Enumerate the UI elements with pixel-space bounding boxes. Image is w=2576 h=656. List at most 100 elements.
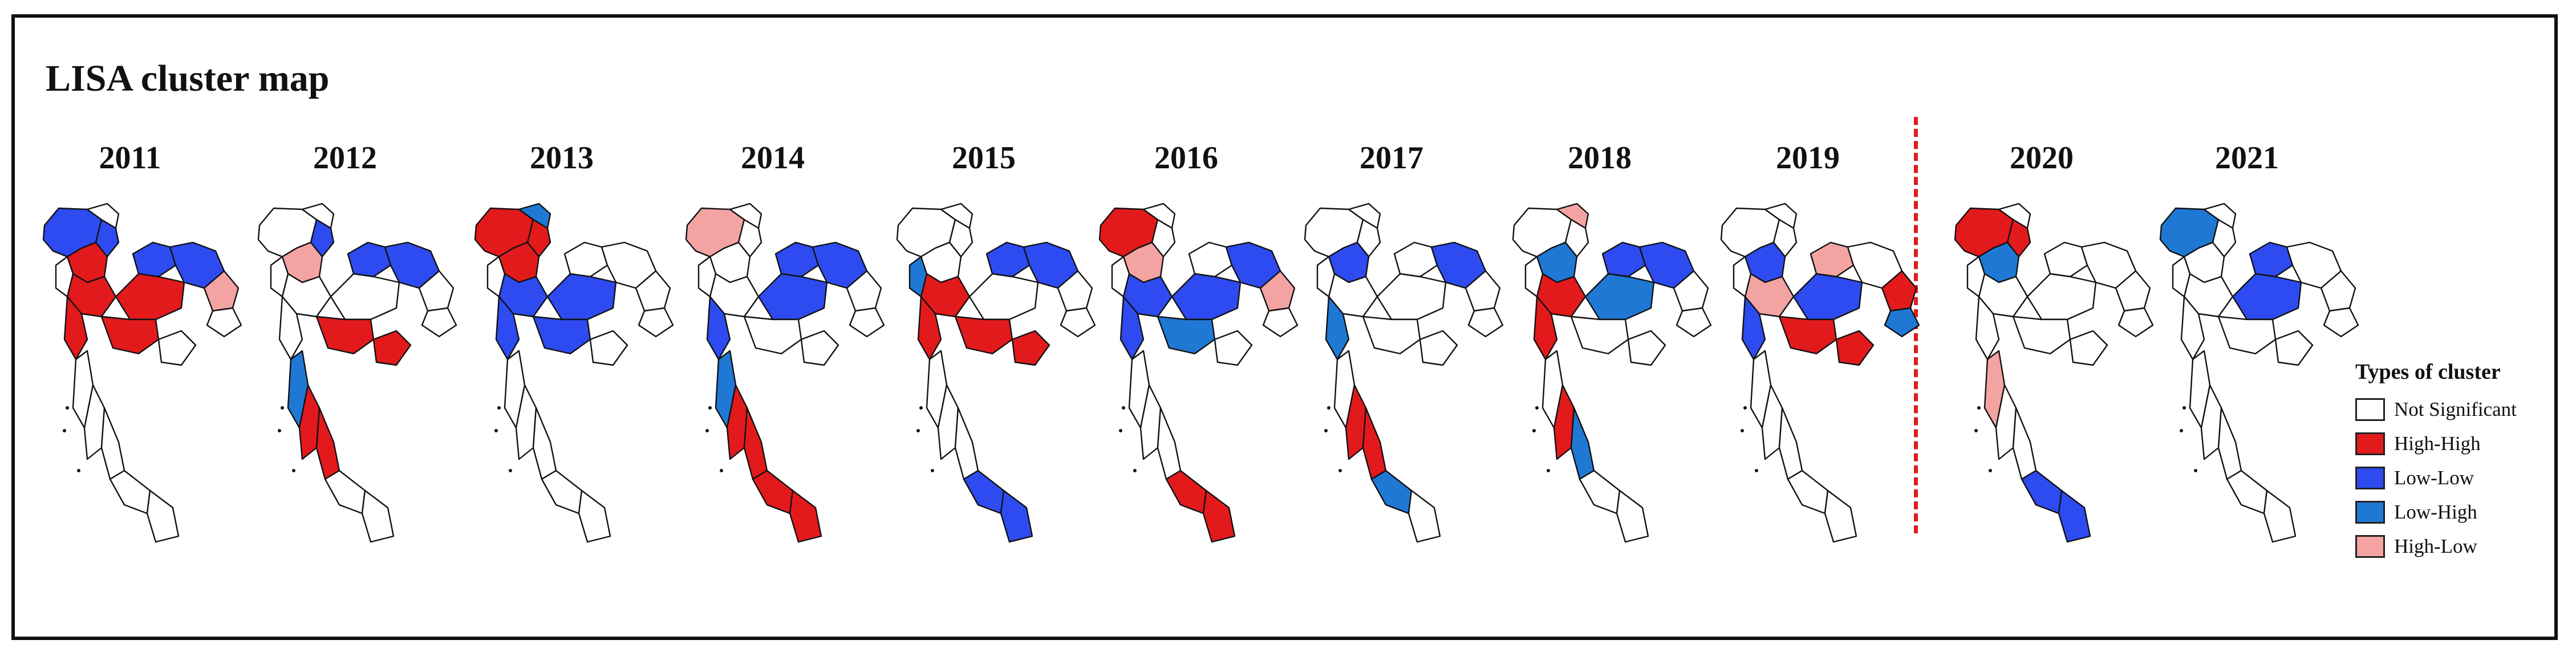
legend-swatch xyxy=(2355,501,2385,524)
province-east-a xyxy=(743,315,802,355)
province-north-a xyxy=(1356,218,1381,258)
island-mark xyxy=(1327,406,1330,410)
province-northeast-b xyxy=(812,241,868,289)
island-mark xyxy=(2182,406,2186,410)
province-east-b xyxy=(372,330,412,366)
province-north-a xyxy=(1151,218,1176,258)
legend-swatch xyxy=(2355,398,2385,421)
island-mark xyxy=(1119,429,1122,432)
province-north-a xyxy=(2006,218,2031,258)
province-south-c xyxy=(2021,469,2063,515)
island-mark xyxy=(281,406,284,410)
province-north-north xyxy=(1998,203,2031,229)
province-south-b xyxy=(315,407,340,480)
province-central-b xyxy=(2232,273,2302,321)
province-south-b xyxy=(1157,407,1182,480)
province-north-a xyxy=(948,218,973,258)
province-south-d xyxy=(1407,489,1441,543)
province-north-north xyxy=(2203,203,2237,229)
province-north-north xyxy=(1348,203,1381,229)
province-north-north xyxy=(1764,203,1798,229)
province-south-d xyxy=(361,489,395,543)
province-south-b xyxy=(743,407,768,480)
province-central-b xyxy=(546,273,617,321)
island-mark xyxy=(1547,469,1550,472)
province-west xyxy=(1119,295,1145,361)
figure-frame xyxy=(11,14,2558,640)
province-east-a xyxy=(1778,315,1837,355)
province-west xyxy=(1533,295,1558,361)
year-label: 2011 xyxy=(99,140,161,176)
province-east-a xyxy=(1362,315,1421,355)
province-northeast-a xyxy=(1393,241,1438,278)
province-west xyxy=(278,295,303,361)
map-2011 xyxy=(42,203,242,543)
year-label: 2018 xyxy=(1568,140,1632,176)
province-east-b xyxy=(800,330,839,366)
island-mark xyxy=(1974,429,1978,432)
legend-swatch xyxy=(2355,432,2385,455)
province-east-b xyxy=(157,330,197,366)
island-mark xyxy=(1122,406,1125,410)
province-north-north xyxy=(86,203,120,229)
province-northeast-far xyxy=(849,307,885,338)
province-south-c xyxy=(324,469,366,515)
island-mark xyxy=(705,429,709,432)
province-northeast-b xyxy=(2080,241,2137,289)
province-north-north xyxy=(1556,203,1589,229)
figure-title: LISA cluster map xyxy=(46,58,330,99)
province-central-b xyxy=(330,273,400,321)
legend-title: Types of cluster xyxy=(2355,360,2501,384)
province-south-d xyxy=(1000,489,1033,543)
province-northeast-b xyxy=(601,241,657,289)
province-west xyxy=(1741,295,1766,361)
province-north-a xyxy=(95,218,120,258)
province-west xyxy=(495,295,520,361)
year-label: 2012 xyxy=(313,140,377,176)
legend-item: Low-High xyxy=(2355,495,2517,529)
province-central-b xyxy=(1584,273,1655,321)
year-label: 2013 xyxy=(530,140,594,176)
island-mark xyxy=(292,469,295,472)
province-east-a xyxy=(1157,315,1216,355)
legend: Types of cluster Not Significant High-Hig… xyxy=(2355,359,2517,564)
island-mark xyxy=(1743,406,1747,410)
province-south-d xyxy=(1824,489,1857,543)
province-northeast-a xyxy=(347,241,392,278)
province-south-d xyxy=(146,489,180,543)
province-west xyxy=(706,295,731,361)
province-northeast-a xyxy=(1601,241,1646,278)
province-west xyxy=(1325,295,1350,361)
legend-label: Low-Low xyxy=(2394,467,2474,489)
province-west-upper xyxy=(1524,256,1544,298)
province-northeast-east xyxy=(635,270,671,312)
island-mark xyxy=(66,406,69,410)
map-2019 xyxy=(1720,203,1920,543)
island-mark xyxy=(494,429,498,432)
province-south-d xyxy=(2263,489,2297,543)
province-south-b xyxy=(1778,407,1803,480)
legend-label: High-Low xyxy=(2394,535,2477,557)
island-mark xyxy=(278,429,281,432)
province-central-b xyxy=(1792,273,1863,321)
province-south-c xyxy=(1787,469,1829,515)
island-mark xyxy=(1755,469,1758,472)
year-label: 2019 xyxy=(1776,140,1840,176)
island-mark xyxy=(77,469,80,472)
province-south-c xyxy=(109,469,151,515)
province-south-d xyxy=(1616,489,1649,543)
province-central-b xyxy=(757,273,828,321)
province-northeast-east xyxy=(1673,270,1709,312)
province-central-b xyxy=(2026,273,2097,321)
province-northeast-a xyxy=(774,241,820,278)
island-mark xyxy=(919,406,923,410)
province-south-b xyxy=(2217,407,2242,480)
legend-item: High-High xyxy=(2355,427,2517,461)
year-label: 2021 xyxy=(2215,140,2279,176)
map-2015 xyxy=(896,203,1096,543)
province-northeast-east xyxy=(418,270,455,312)
province-northeast-far xyxy=(206,307,242,338)
island-mark xyxy=(63,429,66,432)
province-east-b xyxy=(2274,330,2314,366)
